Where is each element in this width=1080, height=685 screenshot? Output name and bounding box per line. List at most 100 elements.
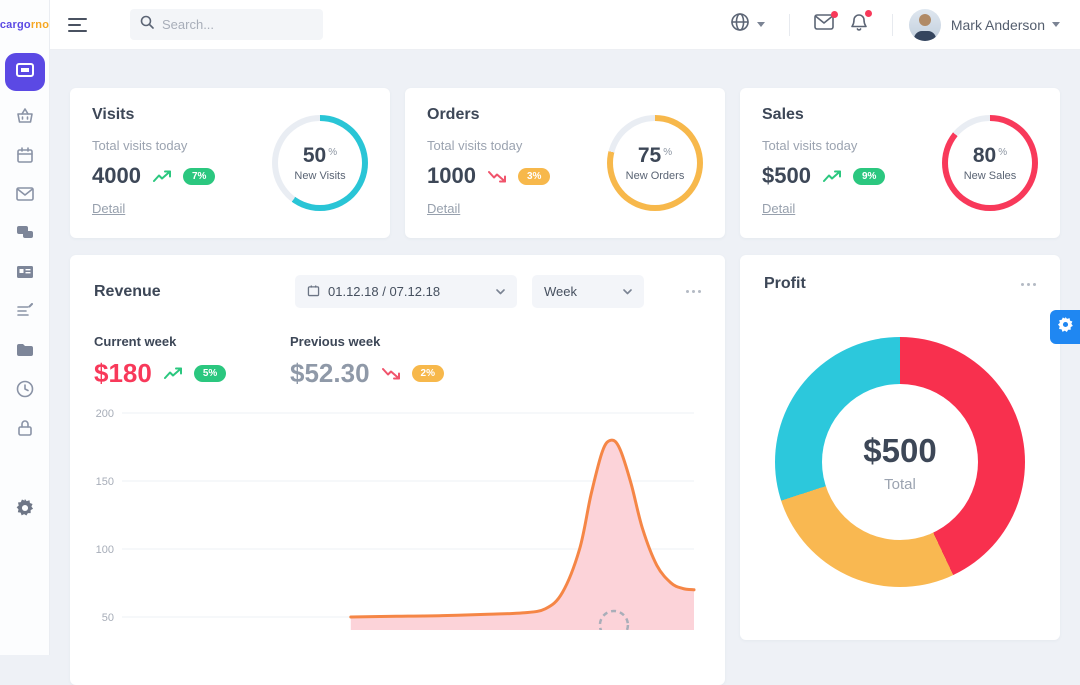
sidebar: cargo rno (0, 0, 50, 655)
card-subtitle: Total visits today (762, 138, 858, 153)
previous-week-value: $52.30 (290, 358, 370, 388)
user-avatar[interactable] (908, 8, 941, 41)
orders-card: Orders Total visits today 1000 3% Detail… (405, 88, 725, 238)
sidebar-item-settings[interactable] (13, 498, 37, 522)
card-subtitle: Total visits today (92, 138, 188, 153)
trend-up-icon (152, 170, 173, 183)
revenue-card: Revenue 01.12.18 / 07.12.18 Week Current… (70, 255, 725, 685)
ring-label: New Orders (625, 170, 685, 182)
progress-ring: 50% New Visits (272, 115, 368, 211)
ring-unit: % (998, 147, 1008, 158)
brand-text-primary: cargo (0, 19, 31, 31)
mail-icon (15, 186, 34, 206)
sidebar-item-dashboard[interactable] (4, 53, 45, 91)
progress-ring: 80% New Sales (942, 115, 1038, 211)
percent-badge: 3% (517, 167, 551, 185)
calendar-icon (307, 284, 320, 300)
sidebar-item-id-card[interactable] (13, 262, 37, 286)
period-select[interactable]: Week (532, 275, 644, 308)
gear-icon (16, 498, 34, 522)
search-box (130, 9, 323, 40)
clock-icon (16, 380, 34, 403)
user-menu[interactable]: Mark Anderson (951, 17, 1060, 33)
date-range-picker[interactable]: 01.12.18 / 07.12.18 (295, 275, 517, 308)
more-menu-icon[interactable] (686, 286, 701, 297)
divider (891, 13, 893, 36)
chevron-down-icon (1052, 22, 1060, 27)
ring-unit: % (663, 147, 673, 158)
sidebar-item-calendar[interactable] (13, 145, 37, 169)
svg-text:50: 50 (102, 612, 114, 624)
sidebar-item-chat[interactable] (13, 223, 37, 247)
bell-icon (850, 13, 868, 37)
card-title: Profit (764, 275, 806, 292)
donut-total-value: $500 (863, 431, 937, 469)
lock-icon (17, 419, 33, 442)
donut-total-label: Total (884, 475, 916, 493)
chevron-down-icon (756, 22, 765, 27)
profit-card: Profit $500 Total (740, 255, 1060, 640)
visits-card: Visits Total visits today 4000 7% Detail… (70, 88, 390, 238)
trend-up-icon (163, 367, 184, 380)
main-content: Visits Total visits today 4000 7% Detail… (50, 50, 1080, 685)
messages-button[interactable] (814, 11, 838, 35)
ring-unit: % (328, 147, 338, 158)
more-menu-icon[interactable] (1021, 279, 1036, 290)
notification-dot (830, 11, 838, 18)
stat-value: 1000 (427, 163, 476, 188)
globe-icon (730, 12, 750, 37)
brand-logo[interactable]: cargo rno (0, 0, 49, 50)
top-header: Mark Anderson (50, 0, 1080, 50)
svg-text:100: 100 (96, 544, 114, 556)
calendar-icon (16, 146, 34, 169)
basket-icon (16, 107, 34, 130)
notification-dot (864, 9, 872, 17)
dashboard-icon (15, 62, 34, 82)
percent-badge: 5% (193, 365, 227, 382)
sidebar-item-forms[interactable] (13, 301, 37, 325)
percent-badge: 7% (182, 167, 216, 185)
folder-icon (16, 343, 34, 362)
envelope-icon (814, 14, 834, 35)
menu-toggle-icon[interactable] (68, 14, 88, 36)
detail-link[interactable]: Detail (92, 201, 126, 216)
current-week-label: Current week (94, 334, 177, 349)
notifications-button[interactable] (850, 9, 872, 37)
stat-value: 4000 (92, 163, 141, 188)
svg-text:150: 150 (96, 476, 114, 488)
trend-up-icon (822, 170, 843, 183)
ring-percent: 80 (972, 144, 997, 167)
stat-value: $500 (762, 163, 811, 188)
percent-badge: 2% (411, 365, 444, 382)
sidebar-item-basket[interactable] (13, 106, 37, 130)
trend-down-icon (381, 367, 402, 380)
sidebar-item-mail[interactable] (13, 184, 37, 208)
card-title: Sales (762, 106, 804, 123)
ring-percent: 75 (637, 144, 662, 167)
detail-link[interactable]: Detail (762, 201, 796, 216)
search-input[interactable] (162, 17, 312, 32)
percent-badge: 9% (852, 167, 886, 185)
date-range-value: 01.12.18 / 07.12.18 (328, 284, 441, 299)
search-icon (140, 15, 154, 34)
id-card-icon (16, 265, 34, 284)
gear-icon (1057, 317, 1073, 337)
detail-link[interactable]: Detail (427, 201, 461, 216)
trend-down-icon (487, 170, 508, 183)
divider (788, 13, 790, 36)
previous-week-label: Previous week (290, 334, 381, 349)
chat-icon (16, 225, 34, 246)
sidebar-item-lock[interactable] (13, 418, 37, 442)
ring-percent: 50 (302, 144, 327, 167)
sidebar-item-folder[interactable] (13, 340, 37, 364)
settings-fab-button[interactable] (1050, 310, 1080, 344)
current-week-value: $180 (94, 358, 152, 388)
svg-text:200: 200 (96, 408, 114, 420)
ring-label: New Sales (963, 170, 1017, 182)
sales-card: Sales Total visits today $500 9% Detail … (740, 88, 1060, 238)
card-subtitle: Total visits today (427, 138, 523, 153)
ring-label: New Visits (294, 170, 346, 182)
progress-ring: 75% New Orders (607, 115, 703, 211)
sidebar-item-clock[interactable] (13, 379, 37, 403)
language-selector[interactable] (730, 12, 765, 37)
